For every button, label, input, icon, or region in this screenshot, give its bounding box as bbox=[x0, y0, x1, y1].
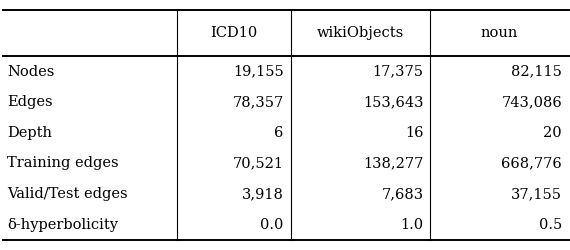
Text: 16: 16 bbox=[405, 126, 424, 140]
Text: Training edges: Training edges bbox=[7, 156, 119, 170]
Text: 6: 6 bbox=[275, 126, 284, 140]
Text: 153,643: 153,643 bbox=[363, 95, 424, 109]
Text: 78,357: 78,357 bbox=[233, 95, 284, 109]
Text: 19,155: 19,155 bbox=[233, 64, 284, 78]
Text: 17,375: 17,375 bbox=[373, 64, 424, 78]
Text: 668,776: 668,776 bbox=[501, 156, 562, 170]
Text: 7,683: 7,683 bbox=[381, 187, 424, 201]
Text: 0.5: 0.5 bbox=[539, 218, 562, 232]
Text: Valid/Test edges: Valid/Test edges bbox=[7, 187, 128, 201]
Text: δ-hyperbolicity: δ-hyperbolicity bbox=[7, 218, 119, 232]
Text: 1.0: 1.0 bbox=[400, 218, 424, 232]
Text: Nodes: Nodes bbox=[7, 64, 55, 78]
Text: 743,086: 743,086 bbox=[501, 95, 562, 109]
Text: 37,155: 37,155 bbox=[511, 187, 562, 201]
Text: noun: noun bbox=[481, 26, 518, 40]
Text: 20: 20 bbox=[543, 126, 562, 140]
Text: ICD10: ICD10 bbox=[210, 26, 257, 40]
Text: 0.0: 0.0 bbox=[260, 218, 284, 232]
Text: 138,277: 138,277 bbox=[363, 156, 424, 170]
Text: Depth: Depth bbox=[7, 126, 52, 140]
Text: Edges: Edges bbox=[7, 95, 53, 109]
Text: 3,918: 3,918 bbox=[242, 187, 284, 201]
Text: 70,521: 70,521 bbox=[233, 156, 284, 170]
Text: 82,115: 82,115 bbox=[511, 64, 562, 78]
Text: wikiObjects: wikiObjects bbox=[317, 26, 404, 40]
